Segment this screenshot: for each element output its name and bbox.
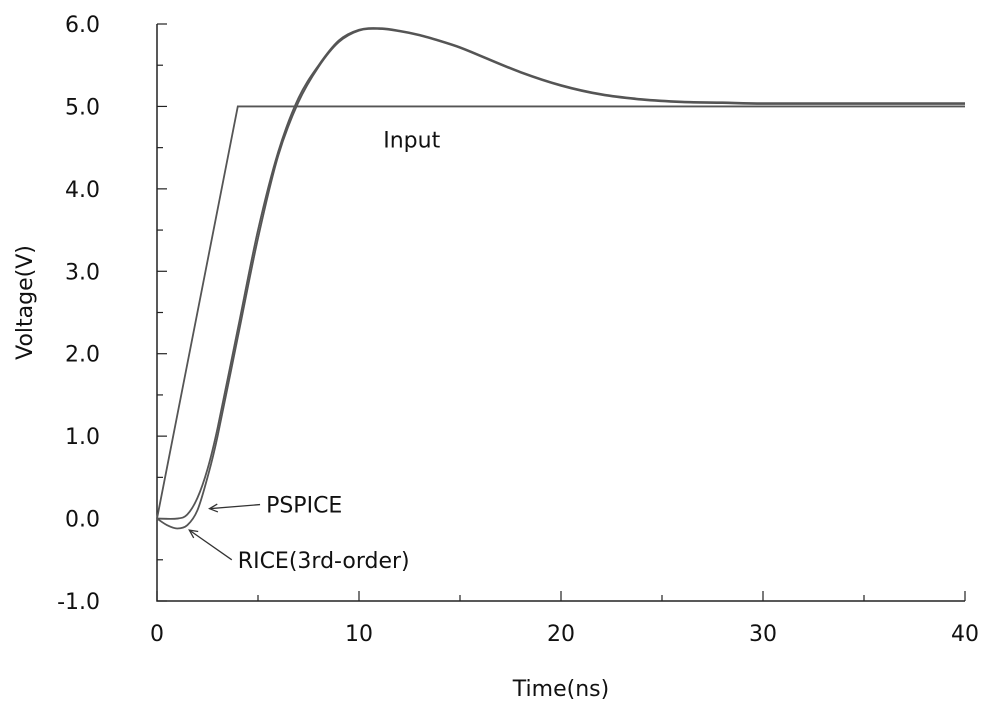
x-tick-label: 20 — [547, 622, 575, 647]
series-line-pspice — [156, 27, 965, 520]
series-line-input — [156, 105, 965, 519]
y-tick-label: 1.0 — [65, 425, 100, 450]
y-tick-label: 3.0 — [65, 260, 100, 285]
x-tick-label: 30 — [749, 622, 777, 647]
y-tick-label: 5.0 — [65, 95, 100, 120]
y-tick-label: 0.0 — [65, 508, 100, 533]
y-axis-label: Voltage(V) — [13, 245, 38, 360]
annotation-rice-3rd-order: RICE(3rd-order) — [238, 549, 410, 574]
annotation-arrow-rice-3rd-order — [188, 529, 233, 561]
x-tick-label: 40 — [951, 622, 979, 647]
annotation-pspice: PSPICE — [266, 494, 342, 519]
series-group — [156, 27, 965, 530]
y-tick-label: 6.0 — [65, 13, 100, 38]
annotation-arrow-pspice — [209, 503, 261, 510]
y-tick-label: -1.0 — [57, 590, 100, 615]
plot-area: 0 10 20 30 40 -1.0 0.0 1.0 2.0 3.0 4.0 5.0 6.0 Input… — [57, 13, 979, 647]
annotation-arrowhead-rice-3rd-order — [188, 529, 199, 539]
annotations: Input PSPICE RICE(3rd-order) — [188, 128, 441, 574]
x-tick-label: 10 — [345, 622, 373, 647]
x-axis-label: Time(ns) — [512, 677, 609, 702]
y-tick-label: 4.0 — [65, 178, 100, 203]
y-tick-label: 2.0 — [65, 343, 100, 368]
series-line-rice-3rd-order — [156, 27, 965, 530]
annotation-arrowhead-pspice — [208, 503, 219, 513]
annotation-input: Input — [383, 128, 440, 153]
axis-tick-labels: 0 10 20 30 40 -1.0 0.0 1.0 2.0 3.0 4.0 5.0 6.0 — [57, 13, 979, 647]
x-tick-label: 0 — [150, 622, 164, 647]
